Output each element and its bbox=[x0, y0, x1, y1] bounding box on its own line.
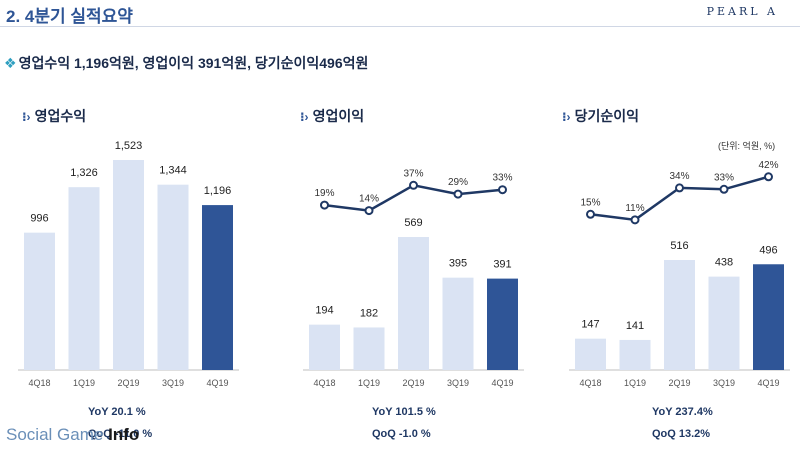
x-tick-label: 3Q19 bbox=[162, 378, 184, 388]
line-value-label: 19% bbox=[314, 188, 334, 199]
bar bbox=[753, 264, 784, 370]
bar-value-label: 147 bbox=[581, 319, 599, 331]
bar bbox=[68, 187, 100, 370]
bar bbox=[619, 339, 651, 370]
page-title: 2. 4분기 실적요약 bbox=[6, 7, 133, 26]
x-tick-label: 1Q19 bbox=[624, 378, 646, 388]
line-point bbox=[675, 183, 684, 193]
bar-value-label: 141 bbox=[626, 320, 644, 332]
line-value-label: 33% bbox=[492, 173, 512, 184]
line-point bbox=[764, 172, 773, 182]
diamond-bullet-icon: ❖ bbox=[4, 55, 17, 71]
bar bbox=[664, 260, 695, 370]
line-point bbox=[630, 215, 640, 225]
bar-value-label: 395 bbox=[449, 258, 467, 270]
line-value-label: 15% bbox=[580, 197, 600, 208]
chevron-right-icon: ⁝› bbox=[22, 110, 31, 124]
x-tick-label: 4Q19 bbox=[757, 378, 779, 388]
panel-title-operating-profit: ⁝› 영업이익 bbox=[300, 108, 365, 124]
stat-yoy-revenue: YoY 20.1 % bbox=[88, 406, 146, 418]
line-point bbox=[719, 184, 729, 194]
line-point bbox=[453, 189, 463, 199]
bar bbox=[309, 324, 340, 370]
x-tick-label: 4Q18 bbox=[579, 378, 601, 388]
bar-value-label: 182 bbox=[360, 307, 378, 319]
panel-title-net-income: ⁝› 당기순이익 bbox=[562, 108, 639, 124]
x-tick-label: 4Q19 bbox=[206, 378, 228, 388]
bar bbox=[708, 276, 740, 370]
stat-yoy-operating-profit: YoY 101.5 % bbox=[372, 406, 436, 418]
x-tick-label: 4Q19 bbox=[491, 378, 513, 388]
bar-value-label: 1,196 bbox=[204, 185, 232, 197]
header-divider bbox=[0, 26, 800, 27]
bar-value-label: 438 bbox=[715, 257, 733, 269]
chevron-right-icon: ⁝› bbox=[300, 110, 309, 124]
stat-qoq-operating-profit: QoQ -1.0 % bbox=[372, 428, 431, 440]
x-tick-label: 4Q18 bbox=[313, 378, 335, 388]
bar bbox=[157, 184, 189, 370]
stat-qoq-net-income: QoQ 13.2% bbox=[652, 428, 711, 440]
bar bbox=[487, 278, 518, 370]
bar bbox=[442, 277, 474, 370]
bar-value-label: 1,326 bbox=[70, 167, 98, 179]
summary-text: 영업수익 1,196억원, 영업이익 391억원, 당기순이익496억원 bbox=[18, 55, 369, 71]
x-tick-label: 2Q19 bbox=[668, 378, 690, 388]
line-value-label: 37% bbox=[403, 168, 423, 179]
bar-value-label: 1,344 bbox=[159, 165, 187, 177]
line-value-label: 14% bbox=[359, 194, 379, 205]
stat-yoy-net-income: YoY 237.4% bbox=[652, 406, 713, 418]
bar-value-label: 516 bbox=[670, 240, 688, 252]
x-tick-label: 3Q19 bbox=[713, 378, 735, 388]
bar-value-label: 194 bbox=[315, 305, 333, 317]
line-point bbox=[586, 209, 595, 219]
bar bbox=[353, 327, 385, 370]
line-value-label: 34% bbox=[669, 171, 689, 182]
bar bbox=[24, 232, 55, 370]
x-tick-label: 4Q18 bbox=[28, 378, 50, 388]
bar bbox=[202, 205, 233, 370]
line-point bbox=[498, 185, 507, 195]
bar-value-label: 496 bbox=[759, 244, 777, 256]
watermark: Social Game Info bbox=[6, 425, 140, 444]
bar-value-label: 1,523 bbox=[115, 140, 143, 152]
x-tick-label: 1Q19 bbox=[73, 378, 95, 388]
line-value-label: 42% bbox=[758, 160, 778, 171]
chevron-right-icon: ⁝› bbox=[562, 110, 571, 124]
unit-note: (단위: 억원, %) bbox=[718, 141, 776, 151]
bar bbox=[113, 160, 144, 370]
bar-value-label: 996 bbox=[30, 213, 48, 225]
line-point bbox=[320, 200, 329, 210]
margin-line bbox=[590, 175, 769, 222]
summary-line: ❖ 영업수익 1,196억원, 영업이익 391억원, 당기순이익496억원 bbox=[4, 53, 368, 73]
panel-title-revenue: ⁝› 영업수익 bbox=[22, 108, 87, 124]
bar bbox=[575, 338, 606, 370]
line-point bbox=[409, 180, 418, 190]
line-point bbox=[364, 206, 374, 216]
line-value-label: 33% bbox=[714, 172, 734, 183]
brand-logo: PEARL A bbox=[706, 5, 778, 18]
bar bbox=[398, 237, 429, 370]
x-tick-label: 2Q19 bbox=[402, 378, 424, 388]
x-tick-label: 3Q19 bbox=[447, 378, 469, 388]
stat-qoq-revenue: QoQ -11.0 % bbox=[88, 428, 153, 440]
x-tick-label: 2Q19 bbox=[117, 378, 139, 388]
bar-value-label: 569 bbox=[404, 217, 422, 229]
x-tick-label: 1Q19 bbox=[358, 378, 380, 388]
line-value-label: 11% bbox=[625, 203, 644, 214]
bar-value-label: 391 bbox=[493, 259, 511, 271]
line-value-label: 29% bbox=[448, 177, 468, 188]
